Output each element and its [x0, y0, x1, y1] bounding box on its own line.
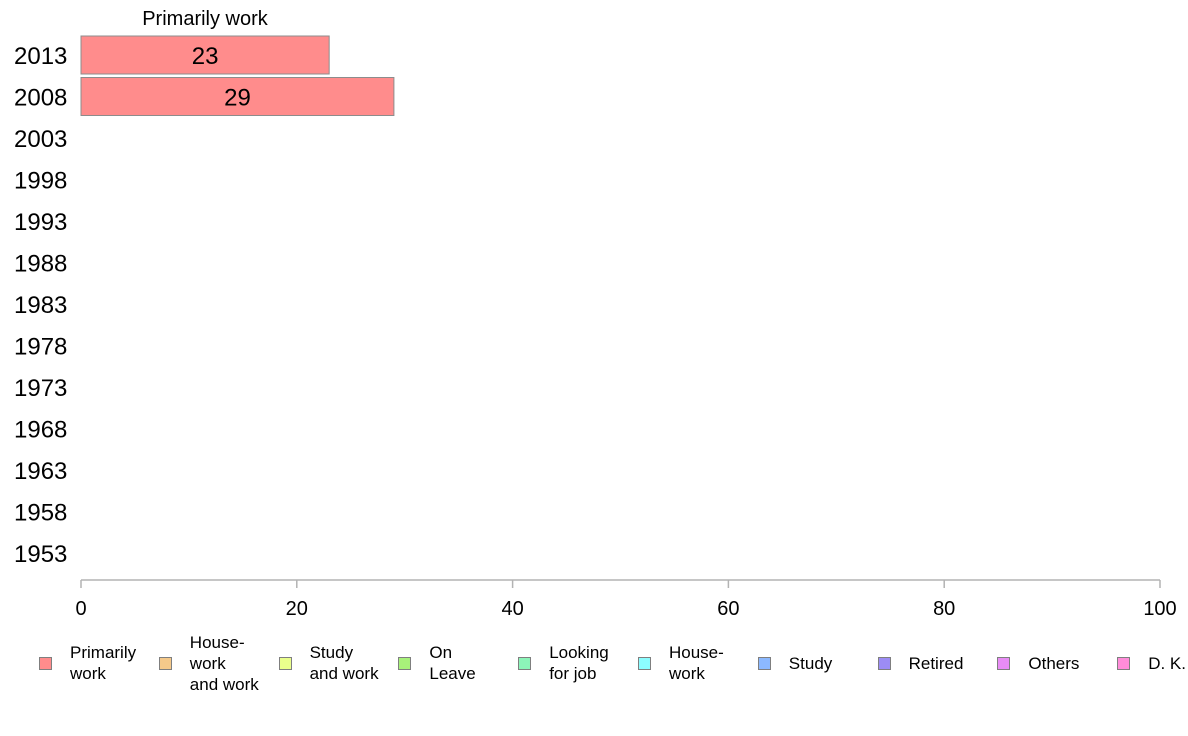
year-label-1988: 1988: [14, 251, 67, 278]
legend-item-1: House- work and work: [158, 632, 259, 694]
legend-item-6: Study: [757, 632, 833, 694]
year-label-1983: 1983: [14, 292, 67, 319]
legend-item-8: Others: [997, 632, 1079, 694]
legend-label: Looking for job: [549, 643, 609, 683]
legend-label: Others: [1028, 653, 1080, 673]
legend-item-3: On Leave: [398, 632, 476, 694]
x-tick-label-60: 60: [717, 598, 739, 620]
year-label-2003: 2003: [14, 126, 67, 153]
year-label-1953: 1953: [14, 541, 67, 568]
x-tick-label-80: 80: [933, 598, 955, 620]
legend-swatch: [1117, 656, 1131, 670]
year-label-1998: 1998: [14, 168, 67, 195]
legend-label: Retired: [908, 653, 964, 673]
legend-item-2: Study and work: [278, 632, 379, 694]
stacked-bar-chart: 2013 2008 2003 1998 1993 1988 1983 1978 1973 1968…: [14, 8, 1177, 620]
year-label-1993: 1993: [14, 209, 67, 236]
legend-swatch: [39, 656, 52, 670]
legend: Primarily work House- work and work Study …: [0, 632, 1188, 702]
legend-swatch: [997, 656, 1011, 670]
year-label-1968: 1968: [14, 417, 67, 444]
year-label-1973: 1973: [14, 375, 67, 402]
legend-label: Primarily work: [70, 643, 137, 683]
legend-swatch: [877, 656, 891, 670]
legend-label: Study: [788, 653, 833, 673]
data-label-2008: 29: [224, 85, 251, 112]
x-tick-label-0: 0: [75, 598, 86, 620]
legend-swatch: [518, 656, 532, 670]
x-tick-label-20: 20: [286, 598, 308, 620]
x-axis-ticks: 0 20 40 60 80 100: [75, 580, 1177, 620]
legend-swatch: [158, 656, 172, 670]
bar-2008-series-0: [80, 77, 395, 116]
legend-item-5: House- work: [638, 632, 724, 694]
legend-swatch: [757, 656, 771, 670]
legend-label: House- work and work: [189, 632, 259, 694]
column-header: Primarily work: [142, 8, 269, 30]
legend-item-4: Looking for job: [518, 632, 609, 694]
legend-item-0: Primarily work: [39, 632, 136, 694]
legend-swatch: [278, 656, 292, 670]
year-label-2008: 2008: [14, 85, 67, 112]
legend-label: House- work: [669, 643, 724, 683]
legend-label: Study and work: [309, 643, 379, 683]
legend-swatch: [638, 656, 651, 670]
data-label-2013: 23: [192, 43, 219, 70]
year-label-1963: 1963: [14, 458, 67, 485]
year-label-1978: 1978: [14, 334, 67, 361]
bar-2013-series-0: [80, 35, 330, 75]
legend-swatch: [398, 656, 412, 670]
legend-label: D. K.: [1148, 653, 1186, 673]
year-label-2013: 2013: [14, 43, 67, 70]
legend-item-7: Retired: [877, 632, 964, 694]
legend-item-9: D. K.: [1117, 632, 1186, 694]
legend-label: On Leave: [429, 643, 476, 683]
year-labels: 2013 2008 2003 1998 1993 1988 1983 1978 1973 1968…: [14, 43, 67, 568]
year-label-1958: 1958: [14, 500, 67, 527]
x-tick-label-100: 100: [1143, 598, 1176, 620]
x-tick-label-40: 40: [501, 598, 523, 620]
